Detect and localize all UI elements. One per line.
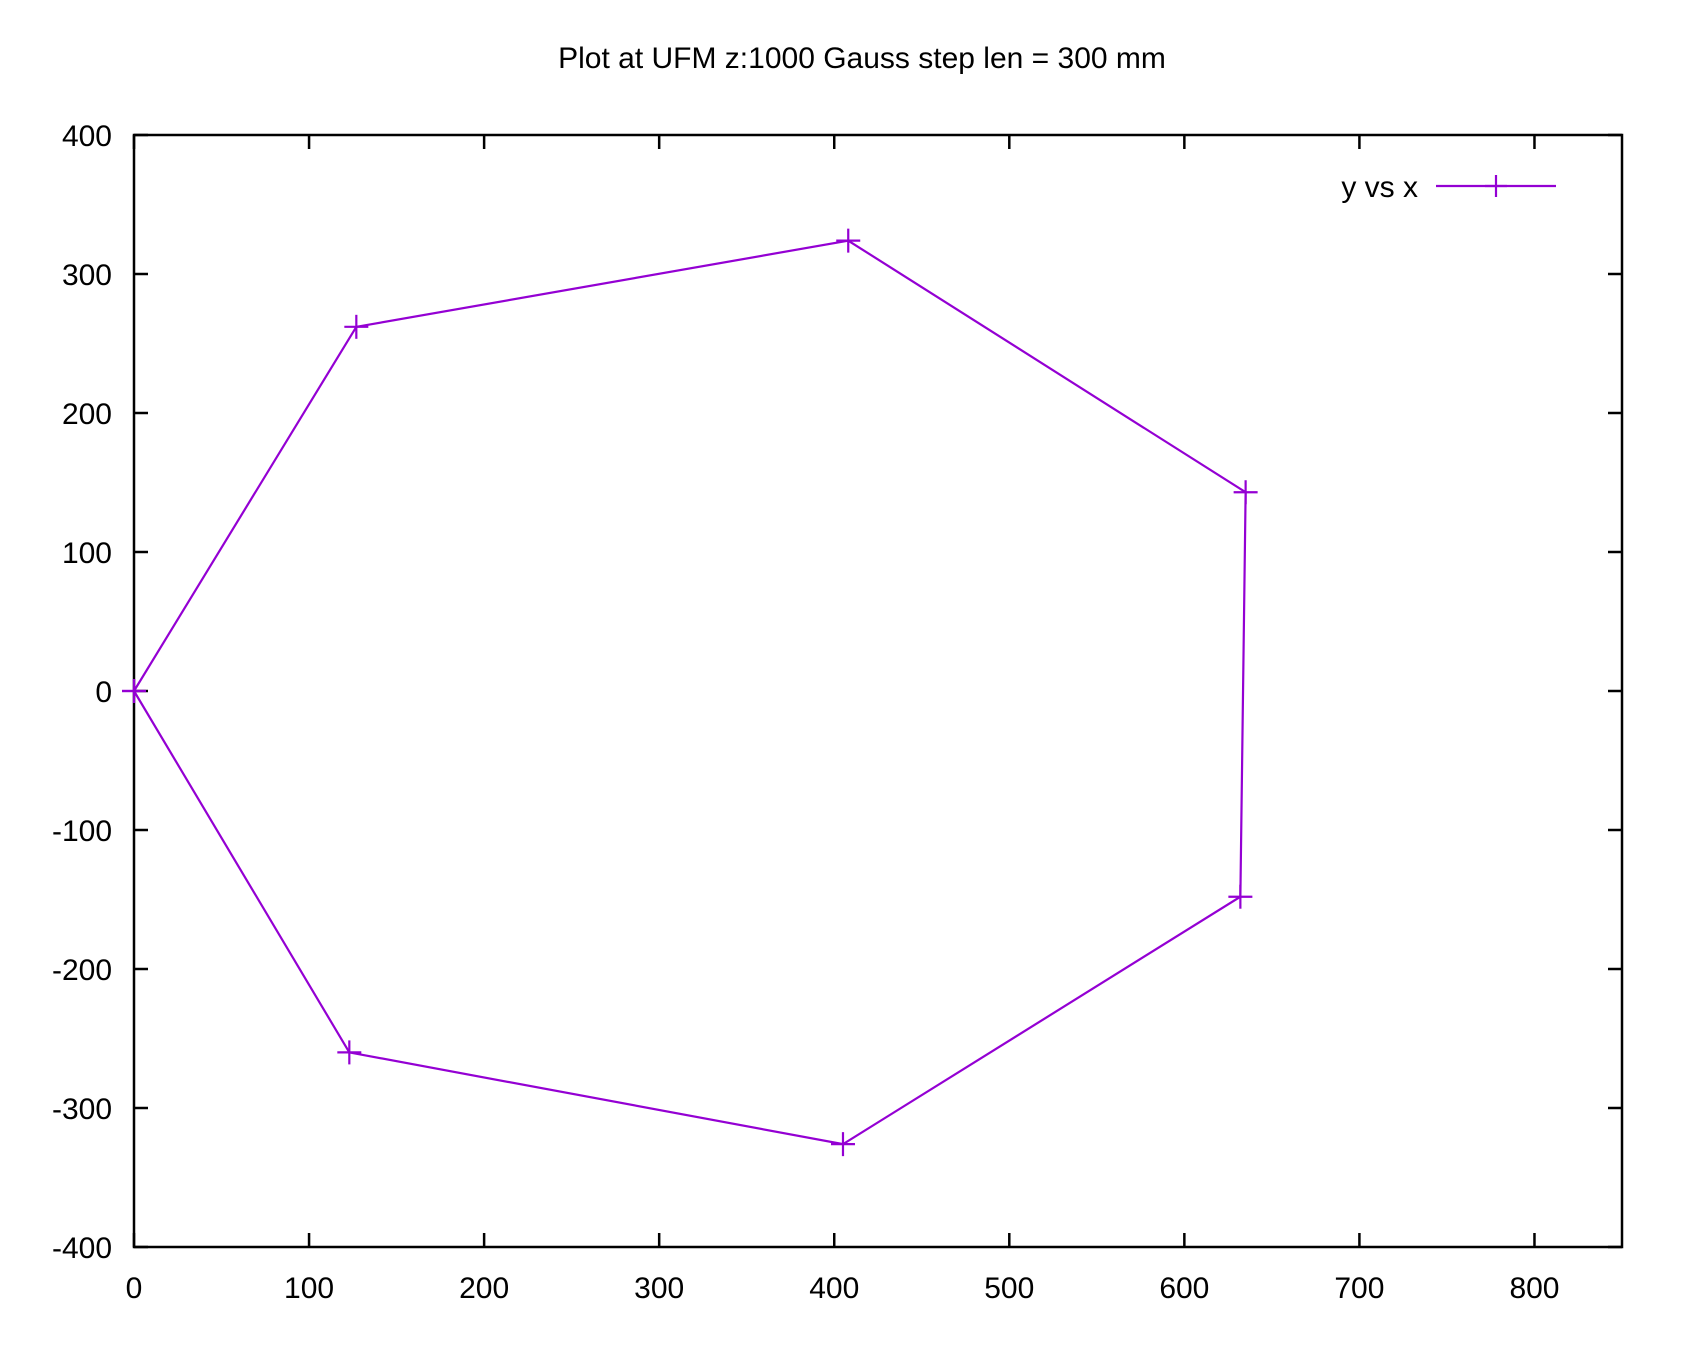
x-tick-label: 100: [284, 1272, 334, 1305]
x-tick-label: 300: [634, 1272, 684, 1305]
y-tick-label: 0: [95, 676, 112, 709]
y-tick-label: -400: [52, 1232, 112, 1265]
plot-frame: [132, 133, 1624, 1249]
x-tick-label: 400: [809, 1272, 859, 1305]
x-tick-label: 700: [1334, 1272, 1384, 1305]
y-tick-label: 400: [62, 120, 112, 153]
x-tick-label: 600: [1159, 1272, 1209, 1305]
y-tick-label: 300: [62, 259, 112, 292]
legend-label: y vs x: [1341, 171, 1418, 204]
x-tick-label: 0: [126, 1272, 143, 1305]
x-tick-label: 500: [984, 1272, 1034, 1305]
y-tick-label: -100: [52, 815, 112, 848]
y-tick-label: 200: [62, 398, 112, 431]
x-tick-label: 200: [459, 1272, 509, 1305]
series-line: [133, 239, 1247, 1146]
chart-title: Plot at UFM z:1000 Gauss step len = 300 …: [558, 42, 1166, 75]
y-tick-label: 100: [62, 537, 112, 570]
y-tick-label: -300: [52, 1093, 112, 1126]
plot-area: 0 100 200 300 400 500 600 700 800 -400 -300 -200 -10…: [52, 120, 1624, 1305]
y-tick-label: -200: [52, 954, 112, 987]
x-tick-label: 800: [1509, 1272, 1559, 1305]
legend: y vs x: [1341, 171, 1556, 204]
